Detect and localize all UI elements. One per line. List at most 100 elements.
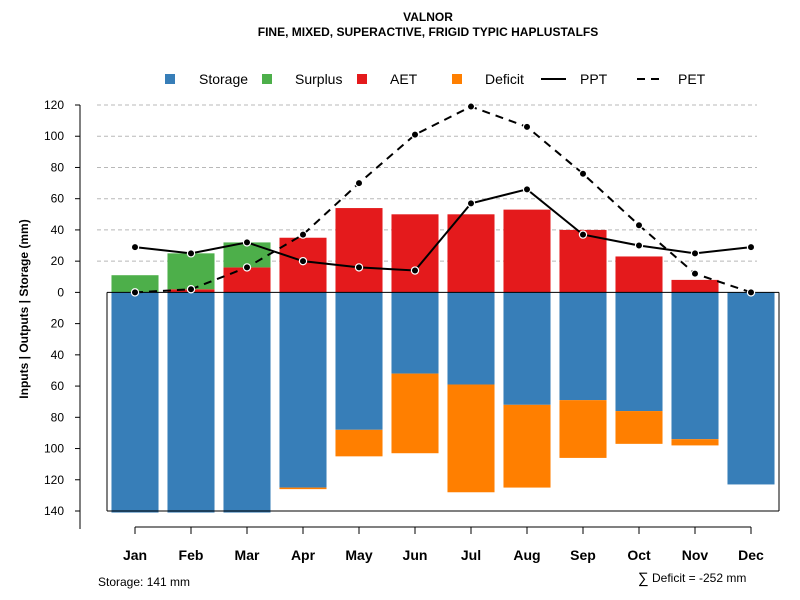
bar-storage-jul (447, 292, 495, 385)
bar-storage-may (335, 292, 383, 430)
legend-swatch-surplus (262, 74, 272, 84)
x-tick-label-nov: Nov (682, 547, 709, 563)
legend-label-ppt: PPT (580, 71, 608, 87)
x-tick-label-jun: Jun (403, 547, 428, 563)
legend: Storage Surplus AET Deficit PPT PET (165, 71, 706, 87)
bar-deficit-apr (279, 487, 327, 490)
y-tick-label: 80 (51, 410, 65, 424)
bar-storage-jun (391, 292, 439, 374)
point-ppt-mar (242, 238, 252, 247)
point-ppt-feb (186, 249, 196, 258)
sum-symbol: ∑ (638, 570, 649, 587)
legend-swatch-storage (165, 74, 175, 84)
x-tick-label-sep: Sep (570, 547, 596, 563)
point-ppt-jul (466, 199, 476, 208)
bar-storage-oct (615, 292, 663, 412)
legend-label-surplus: Surplus (295, 71, 342, 87)
y-tick-label: 60 (51, 379, 65, 393)
y-tick-label: 100 (44, 129, 64, 143)
legend-label-deficit: Deficit (485, 71, 524, 87)
point-pet-apr (298, 230, 308, 239)
bar-aet-jul (447, 214, 495, 293)
bar-storage-nov (671, 292, 719, 440)
point-pet-dec (746, 288, 756, 297)
point-pet-aug (522, 122, 532, 132)
y-tick-label: 120 (44, 98, 64, 112)
bar-deficit-aug (503, 404, 551, 488)
bar-storage-feb (167, 292, 215, 513)
legend-swatch-deficit (452, 74, 462, 84)
bar-deficit-sep (559, 400, 607, 458)
bar-aet-jun (391, 214, 439, 293)
x-tick-label-jul: Jul (461, 547, 481, 563)
point-pet-oct (634, 221, 644, 230)
y-tick-label: 120 (44, 473, 64, 487)
bar-aet-aug (503, 209, 551, 293)
bar-storage-dec (727, 292, 775, 485)
point-ppt-aug (522, 185, 532, 194)
bar-surplus-jan (111, 275, 159, 293)
x-tick-label-feb: Feb (179, 547, 204, 563)
point-pet-jan (130, 288, 140, 297)
point-ppt-oct (634, 241, 644, 250)
y-tick-label: 40 (51, 348, 65, 362)
y-tick-label: 60 (51, 192, 65, 206)
y-tick-label: 80 (51, 160, 65, 174)
bar-deficit-jun (391, 373, 439, 454)
point-ppt-nov (690, 249, 700, 258)
point-pet-mar (242, 263, 252, 272)
y-tick-label: 0 (57, 285, 64, 299)
chart-subtitle: FINE, MIXED, SUPERACTIVE, FRIGID TYPIC H… (258, 25, 598, 39)
bar-aet-sep (559, 229, 607, 293)
point-ppt-dec (746, 242, 756, 252)
bar-storage-mar (223, 292, 271, 513)
legend-label-storage: Storage (199, 71, 248, 87)
point-ppt-may (354, 263, 364, 272)
bar-deficit-may (335, 429, 383, 457)
bar-storage-aug (503, 292, 551, 405)
bar-deficit-nov (671, 439, 719, 446)
point-ppt-jan (130, 242, 140, 252)
x-tick-label-dec: Dec (738, 547, 764, 563)
point-pet-feb (186, 285, 196, 294)
storage-note: Storage: 141 mm (98, 575, 190, 589)
y-axis-label: Inputs | Outputs | Storage (mm) (17, 219, 31, 398)
bars (111, 208, 775, 513)
y-tick-label: 20 (51, 254, 65, 268)
bar-deficit-oct (615, 411, 663, 444)
bar-deficit-jul (447, 384, 495, 493)
bar-storage-sep (559, 292, 607, 401)
point-pet-jul (466, 102, 476, 111)
y-tick-label: 140 (44, 504, 64, 518)
x-tick-label-may: May (345, 547, 372, 563)
x-tick-label-jan: Jan (123, 547, 147, 563)
line-ppt (134, 188, 752, 272)
legend-swatch-aet (357, 74, 367, 84)
x-tick-label-mar: Mar (235, 547, 260, 563)
bar-storage-jan (111, 292, 159, 513)
point-pet-nov (690, 269, 700, 278)
x-tick-label-oct: Oct (627, 547, 651, 563)
y-tick-label: 20 (51, 317, 65, 331)
legend-label-pet: PET (678, 71, 706, 87)
y-tick-label: 40 (51, 223, 65, 237)
chart-title: VALNOR (403, 10, 453, 24)
point-ppt-sep (578, 230, 588, 239)
legend-label-aet: AET (390, 71, 418, 87)
axes: 120 100 80 60 40 20 0 20 40 60 80 100 120 140 Jan Feb Ma… (44, 98, 780, 563)
point-pet-sep (578, 169, 588, 178)
x-tick-label-apr: Apr (291, 547, 316, 563)
point-pet-may (354, 178, 364, 188)
deficit-note: Deficit = -252 mm (652, 571, 746, 585)
x-tick-label-aug: Aug (513, 547, 540, 563)
point-ppt-apr (298, 256, 308, 266)
y-tick-label: 100 (44, 442, 64, 456)
point-pet-jun (410, 130, 420, 139)
point-ppt-jun (410, 266, 420, 275)
bar-aet-may (335, 208, 383, 293)
bar-aet-nov (671, 279, 719, 293)
bar-storage-apr (279, 292, 327, 488)
bar-aet-oct (615, 256, 663, 293)
series-lines (130, 102, 756, 297)
